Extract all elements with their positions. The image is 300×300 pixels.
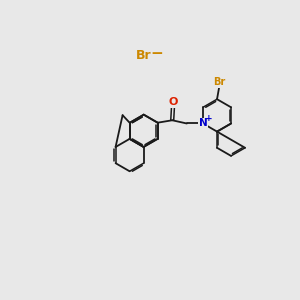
Text: −: −: [150, 46, 163, 61]
Text: +: +: [205, 114, 213, 123]
Text: Br: Br: [213, 77, 226, 87]
Text: Br: Br: [136, 49, 152, 62]
Text: N: N: [199, 118, 207, 128]
Text: O: O: [168, 97, 178, 107]
